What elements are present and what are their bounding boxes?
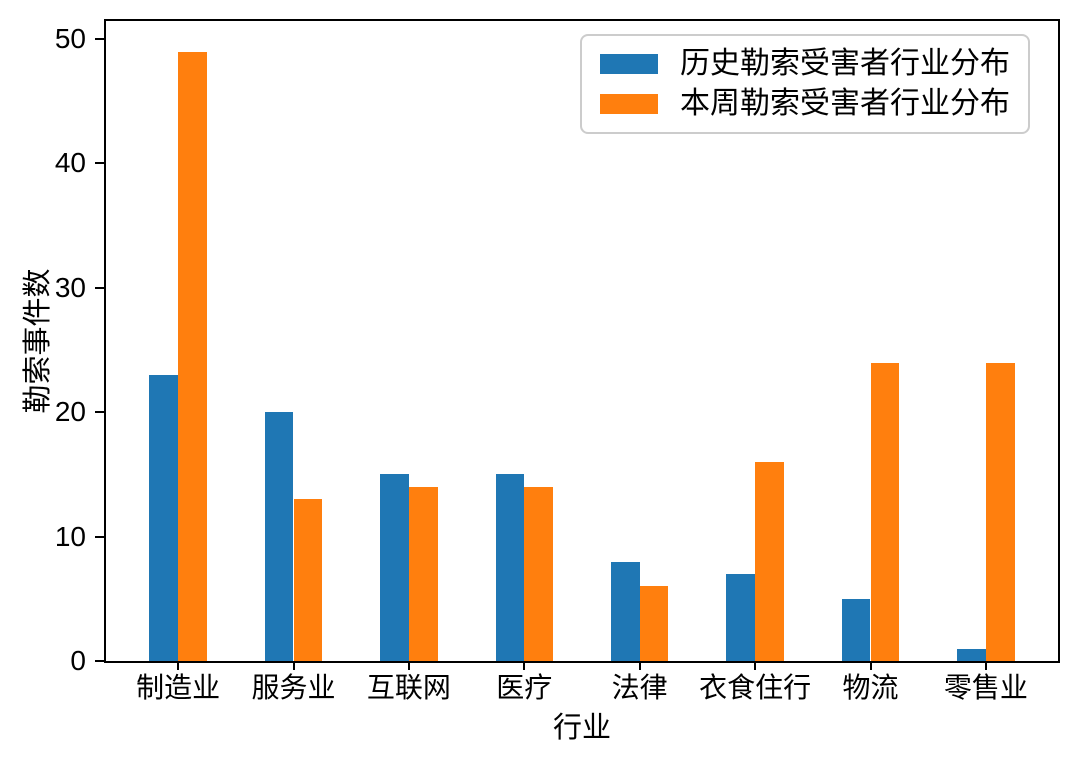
bar-series0-零售业 (957, 648, 986, 661)
legend-swatch-thisweek-icon (600, 94, 658, 114)
x-tick-label: 衣食住行 (699, 672, 812, 703)
y-tick-label: 40 (54, 147, 86, 179)
bar-series0-服务业 (264, 412, 294, 661)
y-tick-mark (95, 162, 104, 165)
x-tick-label: 物流 (842, 672, 899, 703)
bar-series1-制造业 (178, 51, 207, 661)
y-tick-mark (95, 660, 104, 662)
x-tick-mark (292, 661, 295, 670)
bar-series1-衣食住行 (755, 462, 784, 661)
legend: 历史勒索受害者行业分布 本周勒索受害者行业分布 (580, 34, 1030, 134)
x-axis-label: 行业 (552, 712, 611, 744)
bar-series1-法律 (639, 586, 669, 661)
legend-swatch-history-icon (600, 54, 658, 74)
y-tick-label: 50 (54, 23, 86, 54)
y-tick-mark (95, 286, 104, 289)
x-tick-mark (754, 661, 757, 670)
bar-series0-医疗 (495, 474, 525, 661)
y-tick-mark (95, 411, 104, 414)
bar-series0-衣食住行 (726, 573, 755, 661)
x-tick-mark (984, 661, 987, 670)
bar-series0-法律 (610, 561, 640, 661)
legend-item-history: 历史勒索受害者行业分布 (600, 44, 1010, 84)
bar-series1-零售业 (985, 362, 1015, 661)
x-tick-label: 法律 (611, 672, 668, 703)
y-tick-label: 20 (54, 396, 86, 428)
legend-item-thisweek: 本周勒索受害者行业分布 (600, 84, 1010, 124)
bar-series1-服务业 (293, 499, 323, 661)
bar-series0-制造业 (149, 374, 179, 661)
x-tick-label: 服务业 (251, 672, 336, 703)
x-tick-label: 零售业 (943, 672, 1028, 703)
y-tick-label: 0 (70, 645, 86, 676)
y-tick-label: 30 (54, 271, 86, 303)
legend-label-thisweek: 本周勒索受害者行业分布 (680, 87, 1010, 120)
x-tick-label: 制造业 (136, 672, 221, 703)
x-tick-mark (407, 661, 410, 670)
bar-series1-互联网 (408, 486, 438, 661)
legend-label-history: 历史勒索受害者行业分布 (680, 47, 1010, 80)
y-tick-mark (95, 38, 104, 40)
x-tick-label: 互联网 (366, 672, 451, 703)
y-tick-label: 10 (54, 520, 86, 552)
y-tick-mark (95, 535, 104, 538)
x-tick-label: 医疗 (496, 672, 553, 703)
plot-area: 历史勒索受害者行业分布 本周勒索受害者行业分布 0 10 20 30 40 50 制造业 服务… (55, 19, 1060, 702)
x-tick-mark (523, 661, 526, 670)
bar-series1-医疗 (524, 486, 554, 661)
bar-series0-互联网 (380, 474, 409, 661)
bar-series1-物流 (870, 362, 900, 661)
x-tick-mark (177, 661, 180, 670)
x-tick-mark (869, 661, 872, 670)
x-tick-mark (638, 661, 641, 670)
bar-series0-物流 (841, 598, 871, 661)
